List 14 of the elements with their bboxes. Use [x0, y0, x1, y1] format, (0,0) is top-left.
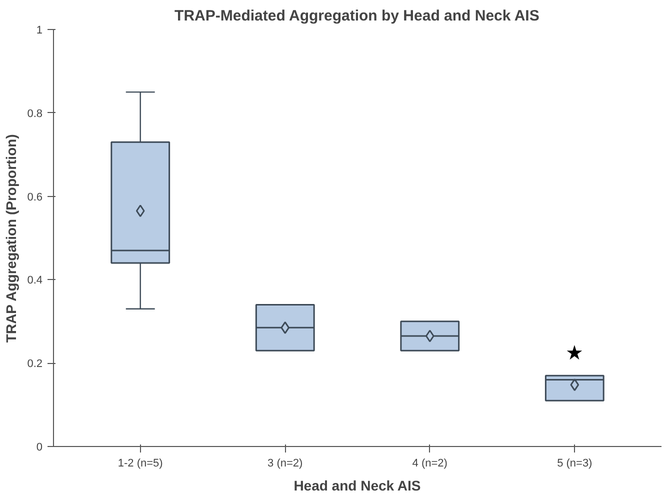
y-tick-label: 1 [36, 24, 43, 36]
y-tick-label: 0.4 [27, 274, 43, 287]
chart-title: TRAP-Mediated Aggregation by Head and Neck AIS [174, 8, 540, 24]
y-tick-label: 0.6 [27, 191, 43, 204]
y-axis-title: TRAP Aggregation (Proportion) [3, 134, 20, 343]
x-tick-label: 5 (n=3) [557, 458, 592, 470]
annotation: ★ [566, 342, 584, 365]
y-tick-label: 0.8 [27, 108, 43, 120]
x-tick-label: 3 (n=2) [268, 458, 303, 470]
x-tick-label: 4 (n=2) [412, 458, 448, 470]
y-tick-label: 0.2 [27, 358, 43, 370]
x-tick-label: 1-2 (n=5) [118, 458, 163, 470]
y-tick-label: 0 [36, 442, 43, 454]
x-axis-title: Head and Neck AIS [294, 478, 421, 494]
